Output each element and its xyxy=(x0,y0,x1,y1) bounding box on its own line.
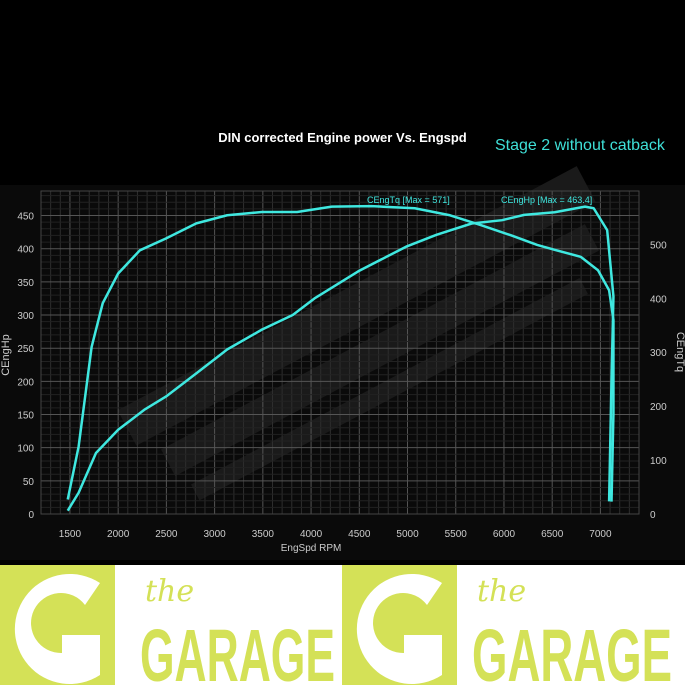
g-wrench-icon xyxy=(14,574,100,684)
y2-tick-label: 200 xyxy=(650,402,667,413)
x-tick-label: 4000 xyxy=(300,529,323,540)
garage-logo-banner: the GARAGE the GARAGE xyxy=(0,565,685,685)
y-tick-label: 350 xyxy=(17,278,34,289)
series-line-torque xyxy=(66,204,615,502)
x-tick-label: 5500 xyxy=(445,529,468,540)
x-tick-label: 1500 xyxy=(59,529,82,540)
x-tick-label: 2500 xyxy=(155,529,178,540)
y-tick-label: 100 xyxy=(17,444,34,455)
y-tick-label: 250 xyxy=(17,344,34,355)
brand-large: GARAGE xyxy=(140,614,335,685)
y-tick-label: 200 xyxy=(17,377,34,388)
x-tick-label: 6000 xyxy=(493,529,516,540)
x-tick-label: 3000 xyxy=(203,529,226,540)
chart-title: DIN corrected Engine power Vs. Engspd xyxy=(218,130,467,145)
series-label: CEngTq [Max = 571] xyxy=(367,195,450,205)
garage-logo: the GARAGE the GARAGE xyxy=(0,565,685,685)
y-tick-label: 0 xyxy=(28,510,34,521)
watermark-band xyxy=(191,277,588,501)
x-tick-label: 4500 xyxy=(348,529,371,540)
y-axis-label: CEngHp xyxy=(0,334,12,376)
series-label: CEngHp [Max = 463.4] xyxy=(501,195,592,205)
x-tick-label: 3500 xyxy=(252,529,275,540)
brand-large: GARAGE xyxy=(472,614,672,685)
watermark-band xyxy=(161,224,599,476)
series-line-power xyxy=(66,205,615,512)
y-tick-label: 400 xyxy=(17,245,34,256)
y2-axis-label: CEngTq xyxy=(674,332,685,372)
brand-small: the xyxy=(145,574,194,609)
x-tick-label: 6500 xyxy=(541,529,564,540)
x-axis-label: EngSpd RPM xyxy=(281,543,342,554)
y2-tick-label: 0 xyxy=(650,510,656,521)
y2-tick-label: 300 xyxy=(650,348,667,359)
chart-subtitle: Stage 2 without catback xyxy=(495,137,665,154)
x-tick-label: 7000 xyxy=(589,529,612,540)
y2-tick-label: 400 xyxy=(650,294,667,305)
y2-tick-label: 100 xyxy=(650,456,667,467)
g-wrench-icon xyxy=(356,574,442,684)
watermark-band xyxy=(117,166,596,446)
y-tick-label: 150 xyxy=(17,411,34,422)
dyno-chart: 1500 2000 2500 3000 3500 4000 4500 5000 5500 6000… xyxy=(0,166,685,554)
brand-small: the xyxy=(477,574,526,609)
plot-frame xyxy=(40,190,640,515)
y-tick-label: 300 xyxy=(17,311,34,322)
x-tick-label: 2000 xyxy=(107,529,130,540)
watermark-graphic xyxy=(117,166,599,501)
y-tick-label: 50 xyxy=(23,477,35,488)
x-tick-label: 5000 xyxy=(396,529,419,540)
y2-tick-label: 500 xyxy=(650,240,667,251)
y-tick-label: 450 xyxy=(17,212,34,223)
